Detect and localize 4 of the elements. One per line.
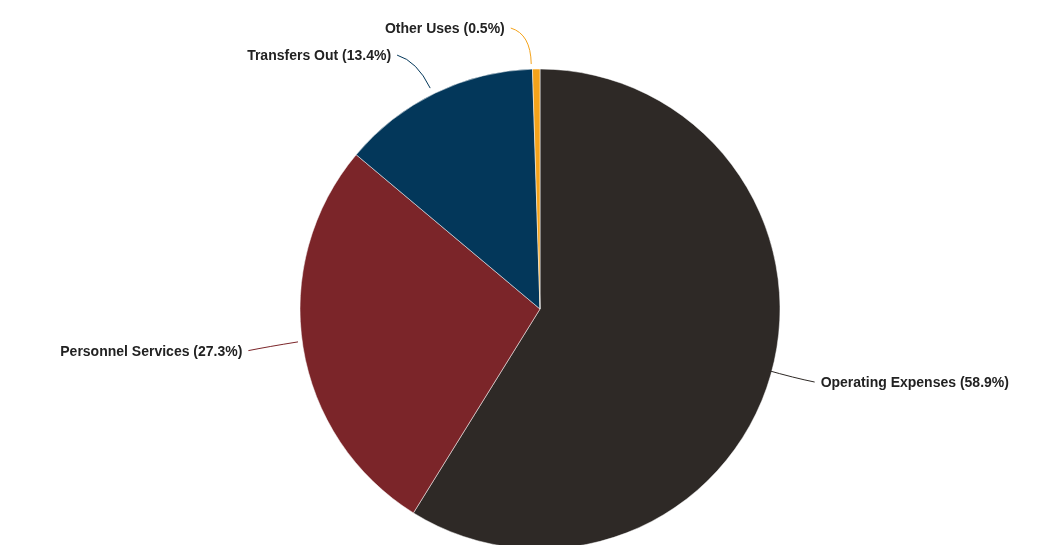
slice-label: Operating Expenses (58.9%): [820, 374, 1009, 391]
slice-label: Personnel Services (27.3%): [60, 342, 243, 359]
slice-label: Transfers Out (13.4%): [247, 47, 392, 64]
slice-label: Other Uses (0.5%): [384, 20, 505, 37]
